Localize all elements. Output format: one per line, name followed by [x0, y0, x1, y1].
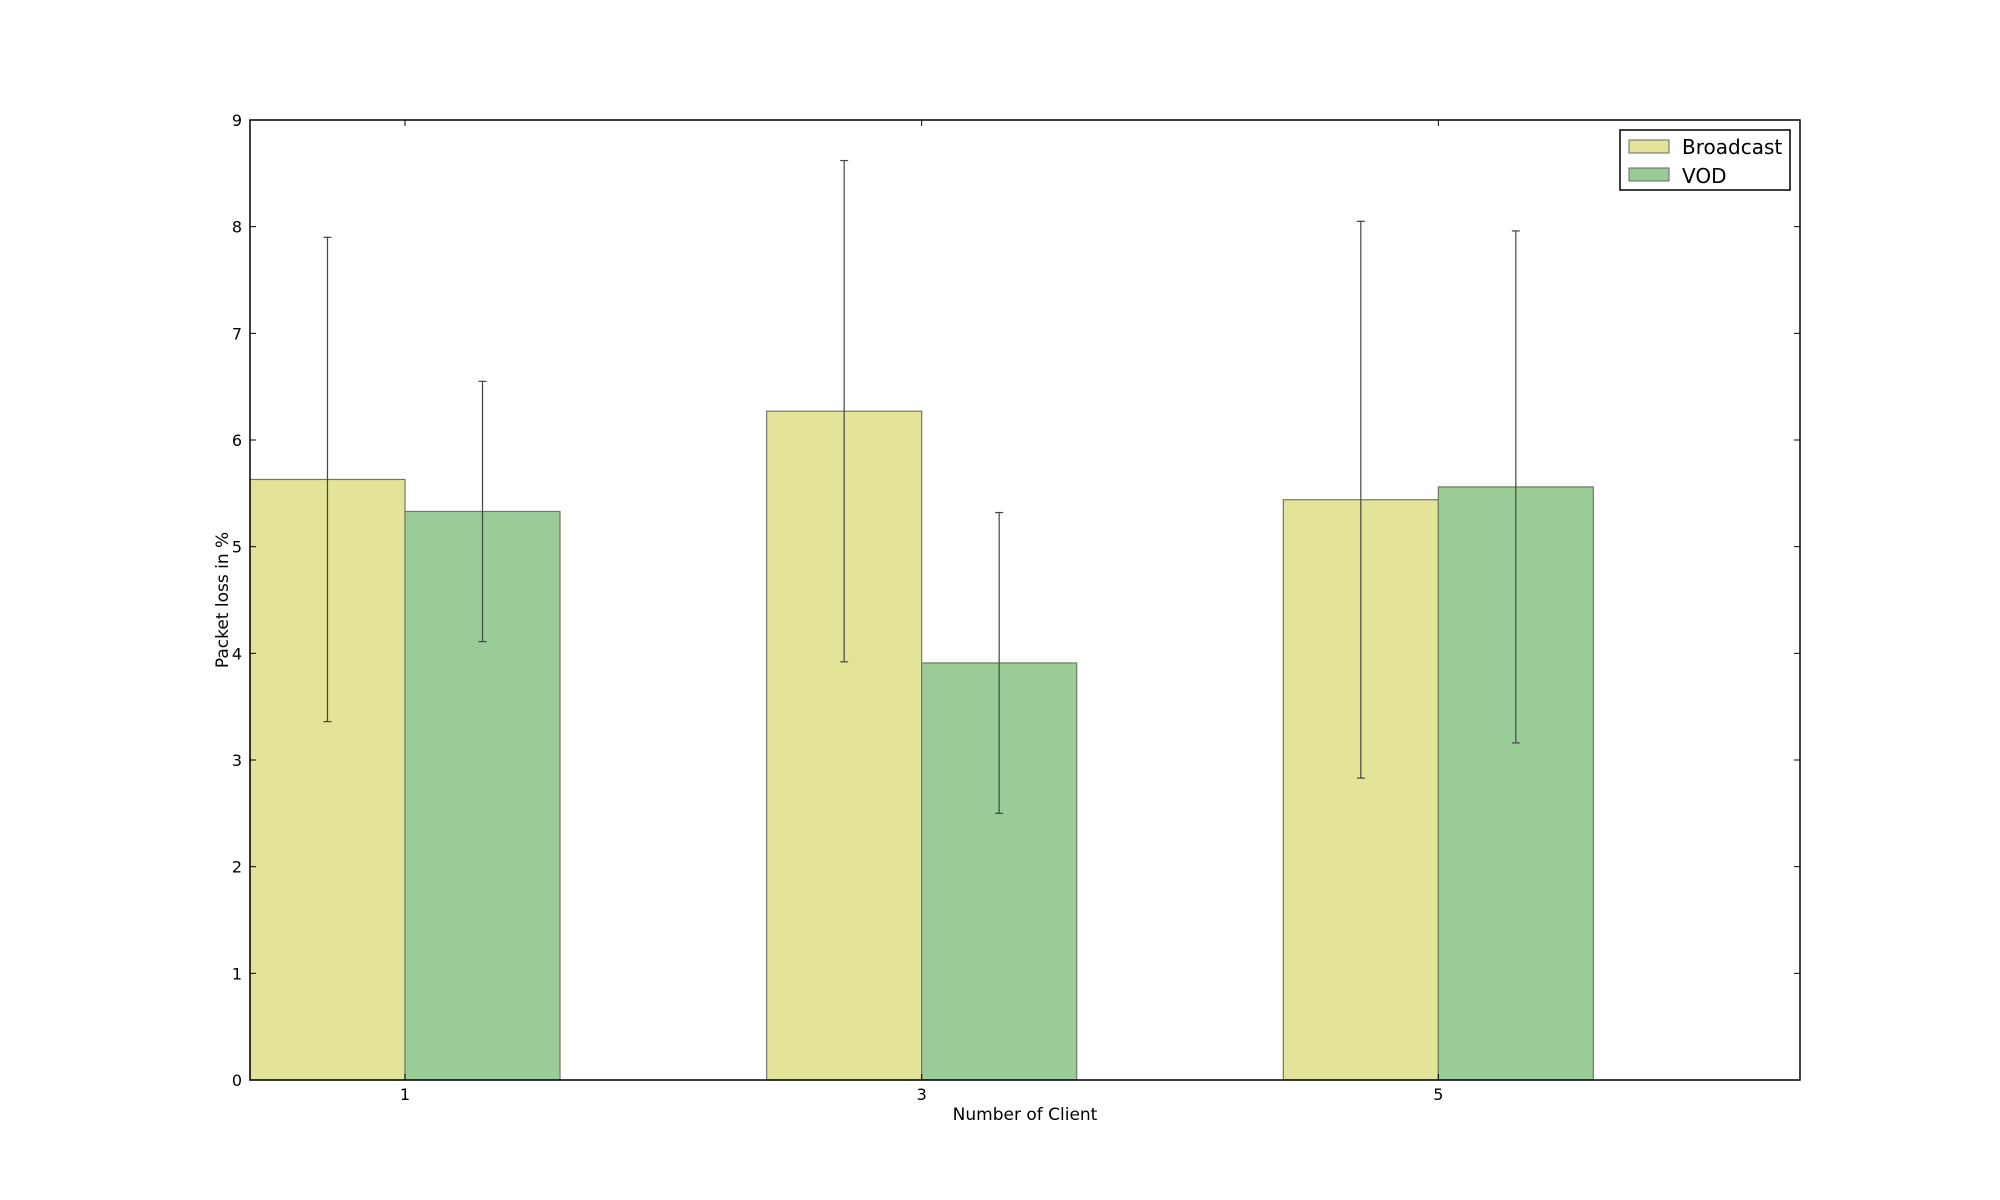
y-tick-label: 9 [232, 111, 242, 130]
y-tick-label: 2 [232, 858, 242, 877]
x-tick-label: 1 [400, 1085, 410, 1104]
error-bar-broadcast-3 [840, 159, 849, 663]
legend: Broadcast VOD [1619, 129, 1791, 191]
y-tick-label: 5 [232, 538, 242, 557]
y-tick-label: 6 [232, 431, 242, 450]
x-tick-label: 5 [1433, 1085, 1443, 1104]
y-tick-label: 0 [232, 1071, 242, 1090]
error-bar-broadcast-5 [1356, 220, 1365, 779]
error-bar-vod-1 [478, 380, 487, 643]
legend-label-vod: VOD [1682, 164, 1726, 188]
y-tick-label: 4 [232, 644, 242, 663]
legend-label-broadcast: Broadcast [1682, 135, 1782, 159]
y-tick-label: 3 [232, 751, 242, 770]
y-tick-label: 8 [232, 218, 242, 237]
plot-frame [249, 119, 1801, 1081]
y-tick-label: 7 [232, 324, 242, 343]
y-axis-label: Packet loss in % [213, 532, 233, 668]
y-tick-label: 1 [232, 964, 242, 983]
x-tick-label: 3 [917, 1085, 927, 1104]
legend-swatch-vod [1628, 167, 1670, 182]
error-bar-vod-3 [995, 511, 1004, 814]
legend-swatch-broadcast [1628, 139, 1670, 154]
error-bar-broadcast-1 [323, 236, 332, 723]
x-axis-label: Number of Client [953, 1105, 1098, 1125]
error-bar-vod-5 [1511, 230, 1520, 744]
